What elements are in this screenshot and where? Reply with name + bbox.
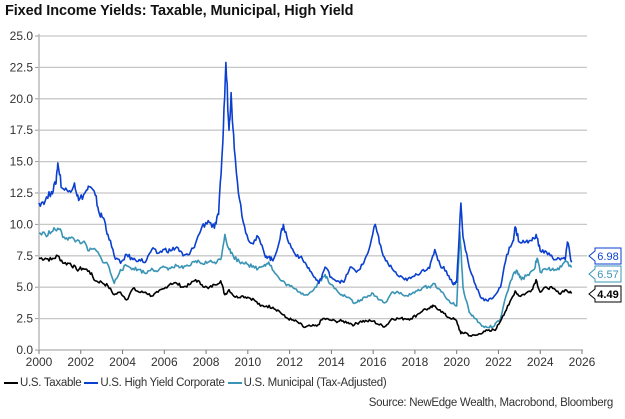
- legend-item-taxable: U.S. Taxable: [4, 377, 82, 389]
- x-tick-label: 2022: [485, 355, 512, 369]
- x-tick-label: 2000: [26, 355, 53, 369]
- y-tick-label: 25.0: [10, 29, 34, 43]
- y-tick-label: 12.5: [10, 186, 34, 200]
- series-line-high-yield: [38, 61, 573, 302]
- legend-label: U.S. Municipal (Tax-Adjusted): [243, 377, 387, 389]
- end-value-callout: 4.49: [588, 285, 622, 303]
- y-tick-label: 0.0: [16, 343, 33, 357]
- legend-label: U.S. High Yield Corporate: [100, 377, 225, 389]
- x-tick-label: 2008: [193, 355, 220, 369]
- y-tick-label: 7.5: [16, 249, 33, 263]
- gridlines: [39, 35, 587, 320]
- axes: 0.0 2.5 5.0 7.5 10.0 12.5 15.0 17.5 20.0 22.5 25.0…: [10, 29, 596, 369]
- y-tick-label: 5.0: [16, 280, 33, 294]
- x-tick-label: 2018: [402, 355, 429, 369]
- end-value-callout: 6.98: [588, 247, 622, 265]
- x-tick-label: 2016: [360, 355, 387, 369]
- y-tick-label: 22.5: [10, 60, 34, 74]
- chart-title: Fixed Income Yields: Taxable, Municipal,…: [5, 3, 354, 19]
- end-value-callout: 6.57: [588, 265, 622, 283]
- legend-label: U.S. Taxable: [20, 377, 82, 389]
- series-lines: [38, 61, 573, 337]
- callout-box: [588, 265, 622, 283]
- y-tick-label: 2.5: [16, 312, 33, 326]
- legend-swatch: [84, 382, 99, 384]
- callout-box: [588, 247, 622, 265]
- callout-value: 6.98: [597, 251, 618, 263]
- x-tick-label: 2014: [318, 355, 345, 369]
- y-tick-label: 17.5: [10, 123, 34, 137]
- series-line-taxable: [38, 254, 573, 337]
- legend-swatch: [227, 382, 242, 384]
- legend-item-municipal: U.S. Municipal (Tax-Adjusted): [227, 377, 387, 389]
- x-tick-label: 2010: [234, 355, 261, 369]
- x-tick-label: 2026: [569, 355, 596, 369]
- callout-box: [588, 285, 622, 303]
- x-tick-label: 2006: [151, 355, 178, 369]
- source-note: Source: NewEdge Wealth, Macrobond, Bloom…: [368, 397, 614, 409]
- y-tick-label: 20.0: [10, 92, 34, 106]
- legend-item-high-yield: U.S. High Yield Corporate: [84, 377, 225, 389]
- callout-value: 4.49: [597, 289, 618, 301]
- y-tick-label: 10.0: [10, 217, 34, 231]
- callout-value: 6.57: [597, 269, 618, 281]
- x-tick-label: 2004: [109, 355, 136, 369]
- x-tick-label: 2020: [443, 355, 470, 369]
- series-line-municipal: [38, 227, 573, 329]
- legend-swatch: [4, 382, 18, 384]
- x-tick-label: 2012: [276, 355, 303, 369]
- x-tick-label: 2002: [67, 355, 94, 369]
- y-tick-label: 15.0: [10, 155, 34, 169]
- x-tick-label: 2024: [527, 355, 554, 369]
- legend: U.S. Taxable U.S. High Yield Corporate U…: [4, 377, 389, 389]
- end-value-labels: 6.98 6.57 4.49: [588, 247, 622, 303]
